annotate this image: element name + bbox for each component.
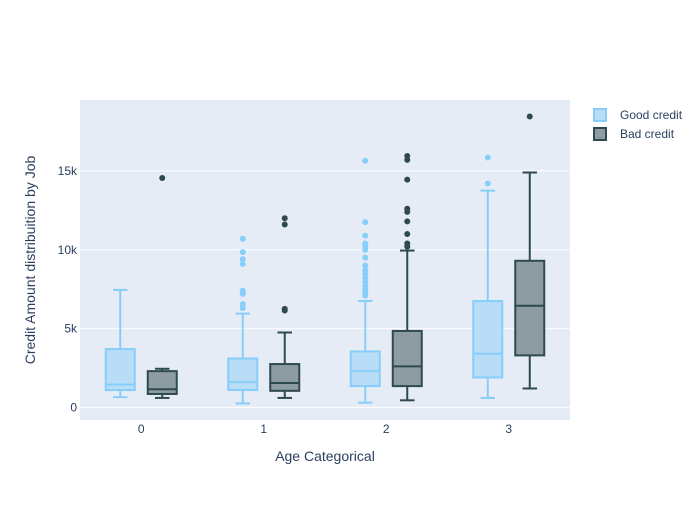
legend-label: Good credit bbox=[620, 108, 683, 122]
boxes-layer bbox=[104, 113, 546, 405]
outlier-point bbox=[404, 205, 411, 212]
outlier-point bbox=[281, 215, 288, 222]
outlier-point bbox=[404, 176, 411, 183]
y-tick-label: 5k bbox=[64, 322, 78, 336]
box-body bbox=[391, 329, 423, 388]
legend-item: Good credit bbox=[593, 108, 683, 122]
outlier-point bbox=[362, 232, 369, 239]
box-body bbox=[514, 259, 546, 357]
box-group bbox=[146, 175, 178, 399]
outlier-point bbox=[362, 267, 369, 274]
x-tick-label: 3 bbox=[505, 422, 512, 436]
outlier-point bbox=[526, 113, 533, 120]
legend-swatch bbox=[593, 127, 607, 141]
y-tick-label: 10k bbox=[58, 243, 78, 257]
outlier-point bbox=[281, 305, 288, 312]
outlier-point bbox=[484, 180, 491, 187]
x-axis-title: Age Categorical bbox=[275, 448, 375, 464]
x-tick-label: 2 bbox=[383, 422, 390, 436]
box-body bbox=[349, 350, 381, 388]
legend-label: Bad credit bbox=[620, 127, 675, 141]
outlier-point bbox=[404, 218, 411, 225]
outlier-point bbox=[404, 240, 411, 247]
y-tick-label: 15k bbox=[58, 164, 78, 178]
outlier-point bbox=[362, 262, 369, 269]
legend-item: Bad credit bbox=[593, 127, 675, 141]
box-body bbox=[472, 299, 504, 379]
outlier-point bbox=[362, 219, 369, 226]
outlier-point bbox=[239, 249, 246, 256]
box-group bbox=[472, 154, 504, 399]
outlier-point bbox=[239, 260, 246, 267]
outlier-point bbox=[362, 240, 369, 247]
box-group bbox=[269, 215, 301, 399]
box-body bbox=[227, 357, 259, 392]
legend: Good credit Bad credit bbox=[593, 108, 683, 141]
box-body bbox=[269, 363, 301, 392]
outlier-point bbox=[362, 254, 369, 261]
box-group bbox=[104, 288, 136, 399]
outlier-point bbox=[239, 287, 246, 294]
box-body bbox=[146, 370, 178, 395]
box-body bbox=[104, 348, 136, 392]
y-tick-label: 0 bbox=[70, 400, 77, 414]
box-group bbox=[514, 113, 546, 390]
box-group bbox=[349, 157, 381, 404]
outlier-point bbox=[404, 230, 411, 237]
outlier-point bbox=[239, 235, 246, 242]
outlier-point bbox=[239, 256, 246, 263]
tick-labels: 0 5k 10k 15k 0 1 2 3 bbox=[58, 164, 513, 436]
legend-swatch bbox=[593, 108, 607, 122]
y-axis-title: Credit Amount distribuition by Job bbox=[22, 156, 38, 365]
outlier-point bbox=[362, 157, 369, 164]
outlier-point bbox=[159, 175, 166, 182]
outlier-point bbox=[281, 221, 288, 228]
outlier-point bbox=[484, 154, 491, 161]
outlier-point bbox=[404, 152, 411, 159]
x-tick-label: 0 bbox=[138, 422, 145, 436]
box-group bbox=[391, 152, 423, 402]
x-tick-label: 1 bbox=[260, 422, 267, 436]
box-group bbox=[227, 235, 259, 405]
outlier-point bbox=[239, 301, 246, 308]
